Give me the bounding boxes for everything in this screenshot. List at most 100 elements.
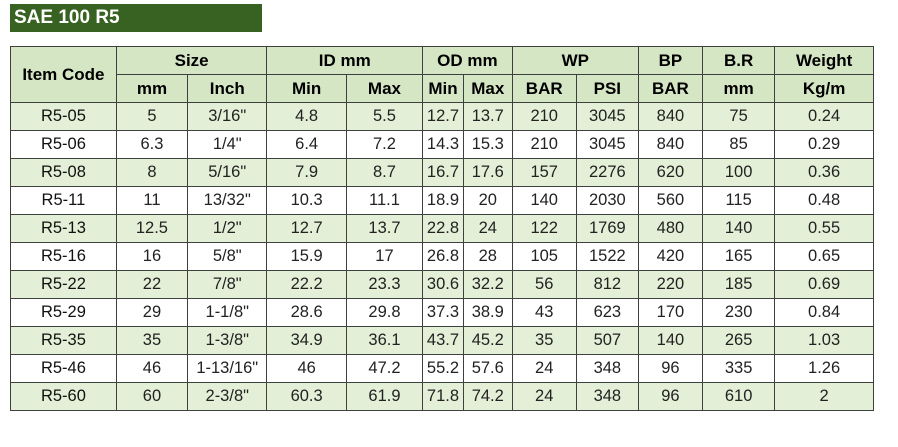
cell-weight: 0.65 [774, 242, 874, 271]
cell-size-inch: 1/2" [187, 214, 268, 243]
cell-bp-bar: 840 [637, 130, 703, 159]
header-bp: BP [637, 46, 703, 75]
cell-id-max: 17 [345, 242, 424, 271]
cell-size-inch: 7/8" [187, 270, 268, 299]
table-row: R5-06 6.3 1/4" 6.4 7.2 14.3 15.3 210 304… [10, 130, 874, 159]
table-row: R5-46 46 1-13/16" 46 47.2 55.2 57.6 24 3… [10, 354, 874, 383]
header-br-mm: mm [701, 74, 776, 103]
cell-size-mm: 11 [115, 186, 189, 215]
cell-br-mm: 100 [701, 158, 776, 187]
cell-wp-bar: 56 [511, 270, 577, 299]
header-row-sub: mm Inch Min Max Min Max BAR PSI BAR mm K… [11, 74, 874, 103]
cell-id-max: 7.2 [345, 130, 424, 159]
cell-wp-bar: 210 [511, 130, 577, 159]
cell-weight: 0.84 [774, 298, 874, 327]
cell-id-min: 12.7 [266, 214, 347, 243]
cell-od-max: 17.6 [462, 158, 513, 187]
cell-item-code: R5-60 [10, 382, 117, 411]
table-row: R5-22 22 7/8" 22.2 23.3 30.6 32.2 56 812… [10, 270, 874, 299]
cell-br-mm: 165 [701, 242, 776, 271]
cell-size-inch: 1-13/16" [187, 354, 268, 383]
cell-bp-bar: 140 [637, 326, 703, 355]
cell-bp-bar: 420 [637, 242, 703, 271]
header-id-mm: ID mm [266, 46, 424, 75]
cell-size-inch: 13/32" [187, 186, 268, 215]
cell-bp-bar: 96 [637, 382, 703, 411]
cell-bp-bar: 480 [637, 214, 703, 243]
cell-item-code: R5-05 [10, 102, 117, 131]
header-row-top: Item Code Size ID mm OD mm WP BP B.R Wei… [10, 46, 874, 103]
cell-od-max: 13.7 [462, 102, 513, 131]
header-size: Size [115, 46, 268, 75]
cell-id-max: 13.7 [345, 214, 424, 243]
cell-item-code: R5-35 [10, 326, 117, 355]
cell-item-code: R5-11 [10, 186, 117, 215]
cell-size-mm: 35 [115, 326, 189, 355]
cell-weight: 0.69 [774, 270, 874, 299]
cell-bp-bar: 560 [637, 186, 703, 215]
cell-size-mm: 60 [115, 382, 189, 411]
cell-id-min: 46 [266, 354, 347, 383]
cell-od-max: 20 [462, 186, 513, 215]
cell-weight: 1.26 [774, 354, 874, 383]
cell-wp-bar: 157 [511, 158, 577, 187]
cell-wp-bar: 140 [511, 186, 577, 215]
cell-br-mm: 335 [701, 354, 776, 383]
cell-size-mm: 16 [115, 242, 189, 271]
cell-item-code: R5-16 [10, 242, 117, 271]
cell-od-max: 32.2 [462, 270, 513, 299]
header-od-max: Max [462, 74, 513, 103]
cell-od-max: 74.2 [462, 382, 513, 411]
cell-od-max: 57.6 [462, 354, 513, 383]
cell-wp-psi: 1522 [575, 242, 639, 271]
cell-bp-bar: 220 [637, 270, 703, 299]
cell-wp-bar: 43 [511, 298, 577, 327]
cell-wp-psi: 3045 [575, 130, 639, 159]
table-row: R5-13 12.5 1/2" 12.7 13.7 22.8 24 122 17… [10, 214, 874, 243]
cell-wp-bar: 35 [511, 326, 577, 355]
cell-size-inch: 1-3/8" [187, 326, 268, 355]
cell-id-max: 5.5 [345, 102, 424, 131]
table-row: R5-08 8 5/16" 7.9 8.7 16.7 17.6 157 2276… [10, 158, 874, 187]
cell-wp-psi: 348 [575, 382, 639, 411]
cell-item-code: R5-06 [10, 130, 117, 159]
cell-od-min: 14.3 [422, 130, 464, 159]
cell-weight: 2 [774, 382, 874, 411]
cell-id-min: 28.6 [266, 298, 347, 327]
cell-id-min: 7.9 [266, 158, 347, 187]
cell-wp-psi: 3045 [575, 102, 639, 131]
cell-id-max: 29.8 [345, 298, 424, 327]
cell-br-mm: 185 [701, 270, 776, 299]
cell-od-min: 43.7 [422, 326, 464, 355]
cell-bp-bar: 170 [637, 298, 703, 327]
cell-od-max: 24 [462, 214, 513, 243]
cell-size-mm: 46 [115, 354, 189, 383]
cell-br-mm: 230 [701, 298, 776, 327]
cell-size-inch: 5/8" [187, 242, 268, 271]
table-row: R5-16 16 5/8" 15.9 17 26.8 28 105 1522 4… [10, 242, 874, 271]
cell-wp-psi: 1769 [575, 214, 639, 243]
table-row: R5-35 35 1-3/8" 34.9 36.1 43.7 45.2 35 5… [10, 326, 874, 355]
cell-br-mm: 265 [701, 326, 776, 355]
cell-id-min: 4.8 [266, 102, 347, 131]
header-wp: WP [511, 46, 639, 75]
cell-size-inch: 5/16" [187, 158, 268, 187]
cell-size-mm: 12.5 [115, 214, 189, 243]
cell-id-max: 61.9 [345, 382, 424, 411]
cell-id-max: 11.1 [345, 186, 424, 215]
cell-wp-psi: 623 [575, 298, 639, 327]
cell-weight: 0.29 [774, 130, 874, 159]
table-row: R5-11 11 13/32" 10.3 11.1 18.9 20 140 20… [10, 186, 874, 215]
cell-id-max: 8.7 [345, 158, 424, 187]
header-size-mm: mm [115, 74, 189, 103]
cell-id-max: 23.3 [345, 270, 424, 299]
cell-id-max: 36.1 [345, 326, 424, 355]
cell-size-mm: 29 [115, 298, 189, 327]
cell-od-max: 45.2 [462, 326, 513, 355]
header-od-mm: OD mm [422, 46, 513, 75]
cell-od-min: 26.8 [422, 242, 464, 271]
cell-wp-bar: 24 [511, 354, 577, 383]
cell-od-min: 18.9 [422, 186, 464, 215]
page-title: SAE 100 R5 [10, 4, 262, 32]
table-row: R5-05 5 3/16" 4.8 5.5 12.7 13.7 210 3045… [10, 102, 874, 131]
